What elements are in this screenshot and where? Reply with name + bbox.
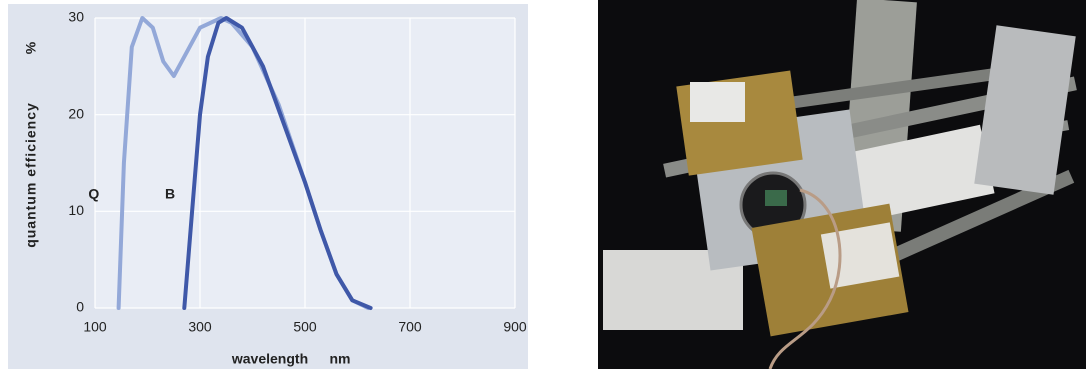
photo	[598, 0, 1086, 370]
grid	[94, 17, 516, 309]
y-tick-label: 30	[68, 9, 84, 25]
labels: 100 300 500 700 900 0 10 20 30 Q B	[68, 9, 526, 335]
x-tick-label: 700	[398, 319, 422, 335]
series-line	[182, 16, 373, 310]
y-tick-label: 20	[68, 105, 84, 121]
x-tick-label: 900	[503, 319, 527, 335]
x-axis-label: wavelength	[231, 351, 308, 367]
y-axis-unit: %	[23, 41, 39, 54]
lines	[116, 16, 373, 310]
x-tick-label: 100	[83, 319, 107, 335]
y-axis-label: quantum efficiency	[23, 102, 39, 248]
y-tick-label: 0	[76, 299, 84, 315]
x-axis-unit: nm	[330, 351, 351, 367]
y-tick-label: 10	[68, 202, 84, 218]
series-label: B	[165, 186, 175, 202]
x-tick-label: 500	[293, 319, 317, 335]
x-tick-label: 300	[188, 319, 212, 335]
series-label: Q	[88, 186, 99, 202]
